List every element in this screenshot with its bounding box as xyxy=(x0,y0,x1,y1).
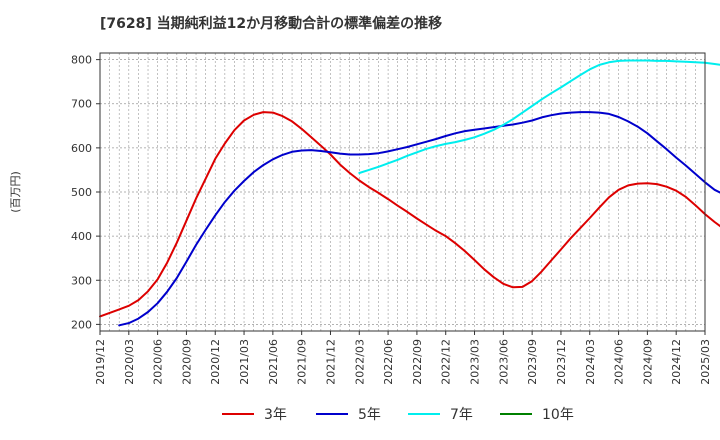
x-tick-label: 2021/09 xyxy=(296,339,309,385)
y-tick-label: 600 xyxy=(71,142,92,155)
y-axis-label: (百万円) xyxy=(9,171,22,213)
legend-item: 7年 xyxy=(408,407,473,423)
x-tick-label: 2023/12 xyxy=(555,339,568,385)
x-tick-label: 2023/09 xyxy=(526,339,539,385)
legend-label: 10年 xyxy=(542,407,574,423)
x-tick-label: 2019/12 xyxy=(94,339,107,385)
legend-item: 5年 xyxy=(316,407,381,423)
x-tick-label: 2020/12 xyxy=(209,339,222,385)
x-tick-label: 2022/12 xyxy=(440,339,453,385)
chart-title: [7628] 当期純利益12か月移動合計の標準偏差の推移 xyxy=(100,15,442,32)
y-tick-label: 700 xyxy=(71,98,92,111)
x-tick-label: 2024/12 xyxy=(670,339,683,385)
y-tick-label: 300 xyxy=(71,274,92,287)
y-tick-label: 400 xyxy=(71,230,92,243)
x-tick-label: 2022/09 xyxy=(411,339,424,385)
x-ticks: 2019/12 2020/03 2020/06 2020/09 2020/12 2021/… xyxy=(94,331,712,385)
y-ticks: 200 300 400 500 600 700 800 xyxy=(71,54,100,331)
x-tick-label: 2020/06 xyxy=(152,339,165,385)
x-tick-label: 2020/03 xyxy=(123,339,136,385)
legend-item: 10年 xyxy=(500,407,574,423)
x-tick-label: 2024/03 xyxy=(584,339,597,385)
y-tick-label: 800 xyxy=(71,54,92,67)
x-tick-label: 2021/12 xyxy=(324,339,337,385)
x-tick-label: 2022/03 xyxy=(353,339,366,385)
x-tick-label: 2021/03 xyxy=(238,339,251,385)
x-tick-label: 2021/06 xyxy=(267,339,280,385)
y-tick-label: 500 xyxy=(71,186,92,199)
x-tick-label: 2023/06 xyxy=(497,339,510,385)
legend-item: 3年 xyxy=(222,407,287,423)
x-tick-label: 2024/09 xyxy=(641,339,654,385)
x-tick-label: 2023/03 xyxy=(469,339,482,385)
series-line xyxy=(118,111,720,327)
series-layer xyxy=(99,59,720,327)
x-tick-label: 2022/06 xyxy=(382,339,395,385)
series-line xyxy=(358,59,720,174)
legend-label: 7年 xyxy=(450,407,473,423)
grid xyxy=(99,53,706,331)
legend-label: 3年 xyxy=(264,407,287,423)
x-tick-label: 2025/03 xyxy=(699,339,712,385)
legend: 3年 5年 7年 10年 xyxy=(222,407,574,423)
series-line xyxy=(99,111,720,318)
x-tick-label: 2020/09 xyxy=(180,339,193,385)
x-tick-label: 2024/06 xyxy=(613,339,626,385)
y-tick-label: 200 xyxy=(71,318,92,331)
legend-label: 5年 xyxy=(358,407,381,423)
